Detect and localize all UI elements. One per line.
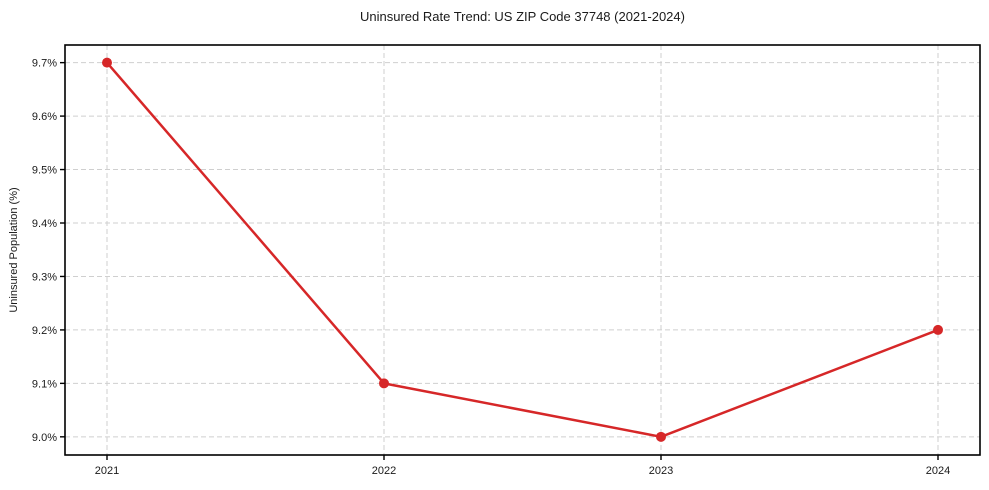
data-point [933,324,943,335]
y-tick-label: 9.2% [32,325,57,337]
y-tick-label: 9.6% [32,111,57,123]
y-tick-label: 9.7% [32,58,57,70]
x-tick-label: 2023 [649,465,673,477]
x-tick-label: 2024 [926,465,950,477]
data-point [379,378,389,389]
x-tick-label: 2022 [372,465,396,477]
data-point [656,431,666,442]
chart-title: Uninsured Rate Trend: US ZIP Code 37748 … [360,9,685,24]
x-tick-label: 2021 [95,465,119,477]
plot-frame [64,44,981,456]
trend-line [105,61,940,439]
data-point [102,57,112,68]
y-tick-label: 9.3% [32,271,57,283]
y-tick-label: 9.4% [32,218,57,230]
y-tick-label: 9.5% [32,165,57,177]
y-tick-label: 9.1% [32,378,57,390]
y-tick-label: 9.0% [32,432,57,444]
